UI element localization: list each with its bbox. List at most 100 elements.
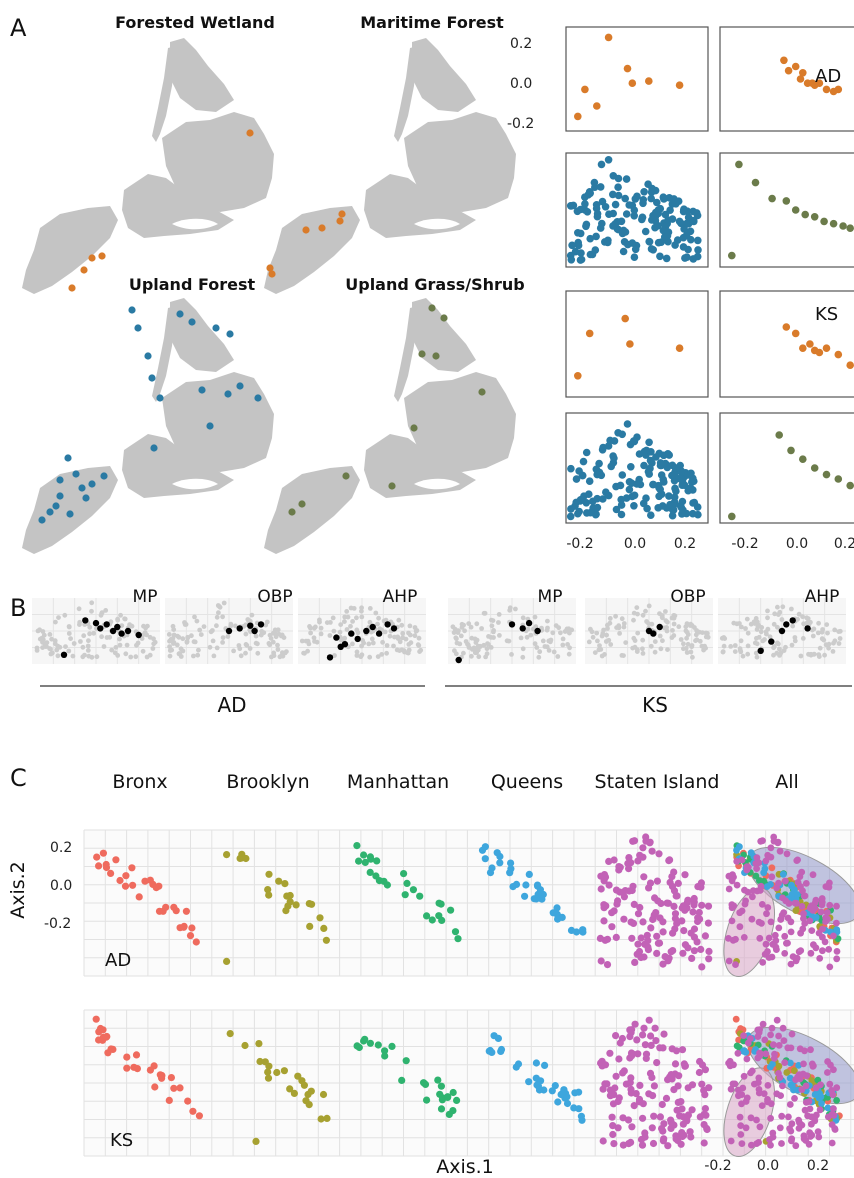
background-point — [721, 643, 727, 649]
c-point — [808, 1120, 815, 1128]
c-point — [690, 901, 698, 909]
background-point — [825, 630, 830, 636]
c-point — [805, 1098, 813, 1105]
c-point — [740, 1072, 748, 1080]
b-ad-ahp-label: AHP — [383, 587, 418, 607]
c-point — [238, 854, 246, 862]
ordination-point — [625, 485, 634, 494]
ordination-point — [582, 499, 591, 507]
ordination-point — [687, 235, 695, 244]
background-point — [474, 637, 480, 643]
background-point — [753, 650, 759, 656]
background-point — [180, 636, 186, 642]
ordination-point — [605, 210, 613, 218]
background-point — [86, 638, 91, 644]
background-point — [337, 629, 343, 635]
c-point — [681, 871, 689, 879]
background-point — [775, 624, 780, 630]
background-point — [115, 616, 120, 622]
c-point — [796, 1119, 803, 1126]
c-point — [800, 1060, 807, 1068]
c-point — [748, 1141, 755, 1149]
c-point — [764, 1098, 771, 1106]
c-point — [264, 1074, 273, 1082]
c-point — [605, 881, 613, 889]
background-point — [608, 642, 614, 647]
c-point — [737, 1122, 745, 1129]
c-point — [768, 873, 776, 881]
background-point — [129, 623, 135, 629]
background-point — [231, 648, 237, 654]
ordination-point — [588, 250, 597, 259]
background-point — [415, 642, 421, 648]
background-point — [690, 654, 695, 660]
c-point — [453, 1096, 461, 1104]
ordination-point — [640, 461, 648, 470]
highlight-point — [225, 627, 233, 635]
c-point — [162, 903, 170, 911]
site-point — [88, 254, 96, 262]
background-point — [640, 612, 646, 618]
ordination-point — [820, 217, 828, 226]
b-ks-mp-label: MP — [538, 587, 563, 607]
background-point — [350, 619, 355, 624]
c-point — [195, 1112, 203, 1120]
c-point — [265, 870, 273, 878]
background-point — [738, 649, 744, 655]
background-point — [469, 635, 475, 641]
ordination-point — [589, 497, 597, 506]
c-label-queens: Queens — [491, 771, 563, 793]
background-point — [47, 632, 53, 637]
c-point — [671, 910, 680, 918]
background-point — [821, 637, 827, 643]
c-point — [725, 957, 733, 965]
c-xtick-1: -0.2 — [704, 1158, 731, 1174]
background-point — [745, 651, 751, 657]
background-point — [380, 639, 385, 645]
c-point — [825, 946, 833, 953]
c-point — [610, 907, 618, 915]
background-point — [754, 654, 760, 660]
c-point — [762, 940, 770, 948]
background-point — [112, 650, 118, 656]
c-point — [554, 915, 562, 923]
c-point — [128, 864, 136, 872]
c-point — [740, 1032, 747, 1039]
ordination-point — [566, 512, 575, 521]
ordination-point — [647, 511, 655, 519]
background-point — [484, 646, 490, 652]
background-point — [754, 635, 759, 641]
c-label-bronx: Bronx — [112, 771, 167, 793]
c-point — [830, 1105, 837, 1112]
ordination-point — [614, 191, 623, 200]
ordination-point — [645, 238, 654, 246]
c-point — [273, 1068, 281, 1077]
background-point — [820, 627, 825, 632]
ordination-point — [666, 206, 674, 214]
c-point — [780, 909, 788, 916]
background-point — [553, 623, 559, 628]
a-ytick-2: 0.0 — [510, 76, 532, 92]
c-point — [798, 903, 806, 910]
background-point — [621, 621, 627, 626]
ordination-point — [654, 504, 662, 512]
ordination-point — [630, 253, 639, 261]
ordination-point — [674, 197, 683, 205]
background-point — [663, 609, 668, 614]
background-point — [640, 651, 646, 656]
c-point — [651, 1024, 659, 1032]
a-ytick-3: -0.2 — [507, 116, 534, 132]
c-point — [777, 1092, 784, 1099]
c-point — [525, 1078, 533, 1086]
c-point — [733, 881, 741, 889]
c-point — [634, 857, 642, 865]
c-point — [624, 1116, 633, 1124]
ordination-point — [815, 348, 824, 357]
ordination-point — [645, 438, 653, 447]
c-point — [800, 1135, 808, 1143]
c-point — [129, 881, 137, 889]
c-point — [641, 940, 649, 948]
c-point — [777, 915, 785, 923]
panel-c-letter: C — [10, 764, 27, 792]
c-point — [783, 1069, 791, 1076]
